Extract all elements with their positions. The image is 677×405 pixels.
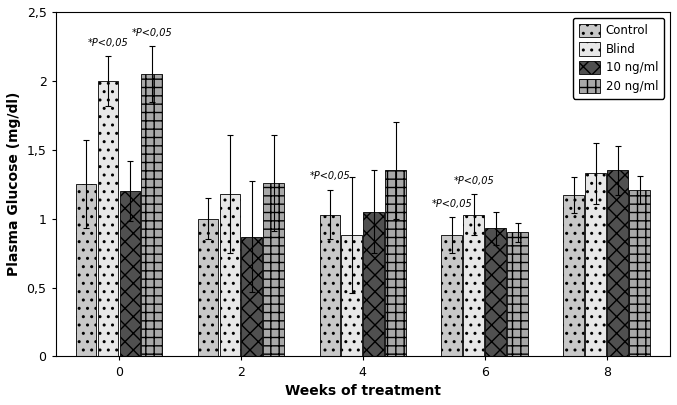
Bar xyxy=(263,183,284,356)
X-axis label: Weeks of treatment: Weeks of treatment xyxy=(285,384,441,398)
Bar xyxy=(219,194,240,356)
Bar xyxy=(607,171,628,356)
Bar xyxy=(198,219,218,356)
Bar xyxy=(97,81,118,356)
Bar xyxy=(242,237,262,356)
Bar xyxy=(629,190,650,356)
Bar xyxy=(364,212,384,356)
Y-axis label: Plasma Glucose (mg/dl): Plasma Glucose (mg/dl) xyxy=(7,92,21,276)
Bar xyxy=(507,232,528,356)
Text: *P<0,05: *P<0,05 xyxy=(87,38,129,48)
Bar xyxy=(76,184,96,356)
Bar xyxy=(485,228,506,356)
Bar xyxy=(120,191,140,356)
Bar xyxy=(586,173,606,356)
Bar xyxy=(563,195,584,356)
Bar xyxy=(441,235,462,356)
Bar xyxy=(463,215,484,356)
Text: *P<0,05: *P<0,05 xyxy=(454,176,494,185)
Text: *P<0,05: *P<0,05 xyxy=(309,171,350,181)
Text: *P<0,05: *P<0,05 xyxy=(131,28,172,38)
Legend: Control, Blind, 10 ng/ml, 20 ng/ml: Control, Blind, 10 ng/ml, 20 ng/ml xyxy=(573,18,664,99)
Bar xyxy=(320,215,341,356)
Bar xyxy=(341,235,362,356)
Text: *P<0,05: *P<0,05 xyxy=(431,199,472,209)
Bar xyxy=(141,74,162,356)
Bar xyxy=(385,171,406,356)
